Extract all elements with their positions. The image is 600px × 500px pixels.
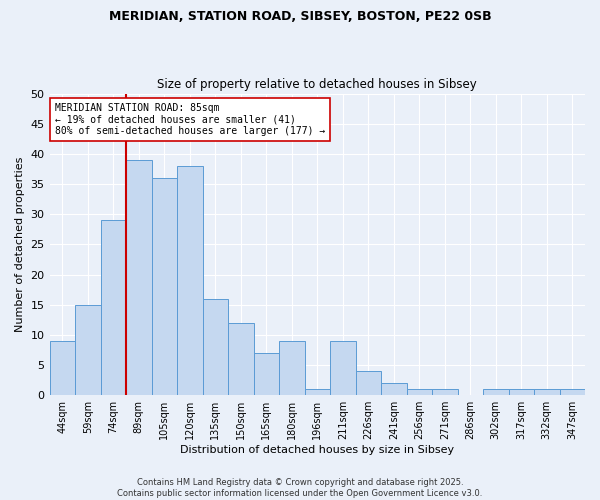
Text: MERIDIAN, STATION ROAD, SIBSEY, BOSTON, PE22 0SB: MERIDIAN, STATION ROAD, SIBSEY, BOSTON, … (109, 10, 491, 23)
Bar (305, 389, 330, 395)
Bar (356, 371, 381, 395)
Bar (126, 160, 152, 395)
Bar (50, 341, 75, 395)
Y-axis label: Number of detached properties: Number of detached properties (15, 156, 25, 332)
Bar (75, 304, 101, 395)
Bar (177, 166, 203, 395)
Bar (203, 298, 228, 395)
Bar (560, 389, 585, 395)
Bar (101, 220, 126, 395)
Text: Contains HM Land Registry data © Crown copyright and database right 2025.
Contai: Contains HM Land Registry data © Crown c… (118, 478, 482, 498)
Bar (330, 341, 356, 395)
Bar (152, 178, 177, 395)
Bar (534, 389, 560, 395)
Bar (483, 389, 509, 395)
Text: MERIDIAN STATION ROAD: 85sqm
← 19% of detached houses are smaller (41)
80% of se: MERIDIAN STATION ROAD: 85sqm ← 19% of de… (55, 102, 325, 136)
Bar (432, 389, 458, 395)
Bar (381, 383, 407, 395)
Bar (279, 341, 305, 395)
Title: Size of property relative to detached houses in Sibsey: Size of property relative to detached ho… (157, 78, 477, 91)
Bar (228, 323, 254, 395)
Bar (407, 389, 432, 395)
Bar (509, 389, 534, 395)
X-axis label: Distribution of detached houses by size in Sibsey: Distribution of detached houses by size … (180, 445, 454, 455)
Bar (254, 353, 279, 395)
